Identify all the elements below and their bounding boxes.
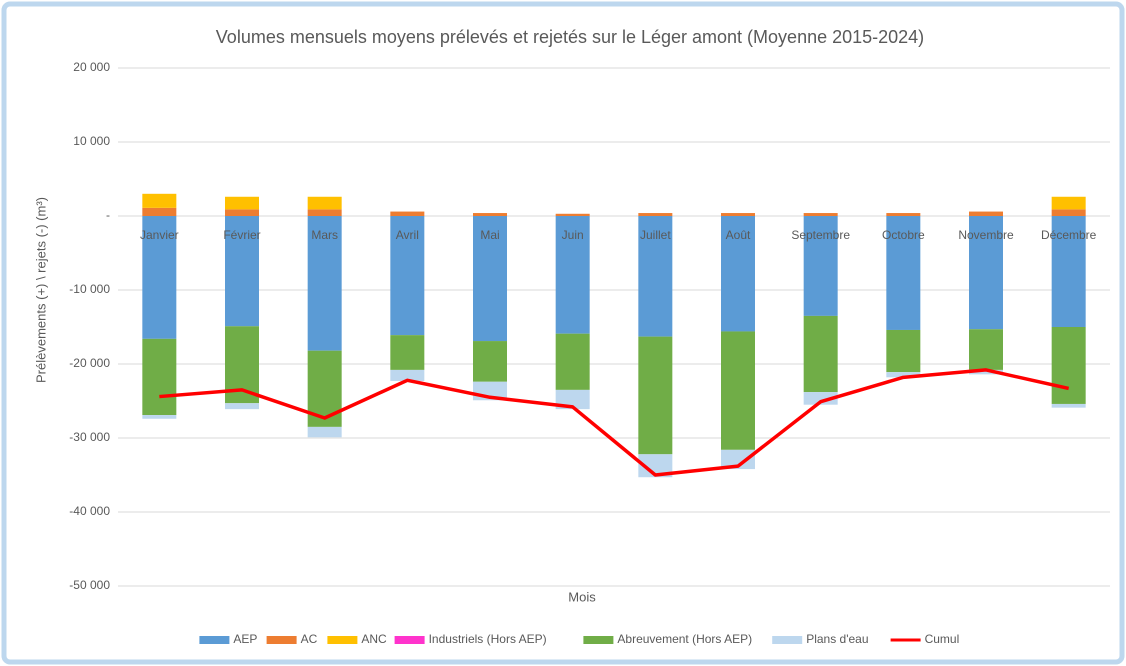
legend-swatch <box>772 636 803 644</box>
x-tick-label: Septembre <box>791 228 850 242</box>
bar-segment <box>886 216 921 330</box>
bar-segment <box>225 209 259 216</box>
bar-segment <box>969 216 1003 330</box>
bar-segment <box>225 216 259 327</box>
bar-segment <box>886 213 921 216</box>
x-tick-label: Août <box>726 228 751 242</box>
bar-segment <box>390 369 425 382</box>
bar-segment <box>225 196 259 210</box>
legend-swatch <box>394 636 425 644</box>
y-axis-label: Prélèvements (+) \ rejets (-) (m³) <box>33 197 48 383</box>
x-tick-label: Janvier <box>140 228 179 242</box>
bar-segment <box>638 336 673 455</box>
x-axis-label: Mois <box>568 589 596 604</box>
x-tick-label: Décembre <box>1041 228 1097 242</box>
x-tick-label: Juin <box>562 228 584 242</box>
legend-label: AC <box>301 632 318 646</box>
bar-segment <box>721 331 755 450</box>
x-tick-label: Octobre <box>882 228 925 242</box>
bar-segment <box>142 193 177 208</box>
bar-segment <box>142 207 177 216</box>
bar-segment <box>555 213 590 216</box>
bar-segment <box>307 209 342 216</box>
bar-segment <box>142 415 177 419</box>
legend-item: Plans d'eau <box>772 632 869 646</box>
bar-segment <box>473 341 507 382</box>
bar-segment <box>803 216 838 316</box>
x-tick-label: Février <box>223 228 260 242</box>
x-tick-label: Juillet <box>640 228 671 242</box>
bar-segment <box>1051 209 1086 216</box>
y-tick-label: - <box>106 208 110 222</box>
bar-segment <box>803 213 838 216</box>
bar-segment <box>1051 403 1086 408</box>
y-tick-label: -20 000 <box>69 356 110 370</box>
y-tick-label: -40 000 <box>69 504 110 518</box>
bar-segment <box>721 216 755 332</box>
bar-segment <box>225 403 259 410</box>
bar-segment <box>721 449 755 470</box>
legend-label: Cumul <box>925 632 960 646</box>
bar-segment <box>555 216 590 334</box>
bar-segment <box>1051 327 1086 404</box>
line <box>159 368 1070 477</box>
bar-segment <box>307 196 342 210</box>
legend-item: Abreuvement (Hors AEP) <box>583 632 752 646</box>
bar-segment <box>886 372 921 378</box>
y-tick-label: -10 000 <box>69 282 110 296</box>
bar-segment <box>555 333 590 390</box>
bar-segment <box>1051 196 1086 210</box>
bar-segment <box>390 211 425 216</box>
legend-swatch <box>266 636 297 644</box>
legend-label: Plans d'eau <box>806 632 868 646</box>
chart-title: Volumes mensuels moyens prélevés et reje… <box>216 27 924 47</box>
bar-segment <box>969 329 1003 370</box>
legend-swatch <box>327 636 358 644</box>
bar-segment <box>142 338 177 416</box>
bar-segment <box>307 216 342 351</box>
legend-item: AC <box>266 632 318 646</box>
legend-label: Industriels (Hors AEP) <box>429 632 547 646</box>
legend-item: Industriels (Hors AEP) <box>394 632 547 646</box>
bar-segment <box>886 329 921 373</box>
bar-segment <box>473 216 507 342</box>
x-tick-label: Avril <box>396 228 419 242</box>
bar-segment <box>969 211 1003 216</box>
x-tick-label: Mars <box>311 228 338 242</box>
legend-label: ANC <box>361 632 387 646</box>
bar-segment <box>473 213 507 216</box>
legend-item: AEP <box>199 632 257 646</box>
x-tick-label: Novembre <box>958 228 1014 242</box>
bar-segment <box>390 335 425 370</box>
legend-item: ANC <box>327 632 387 646</box>
y-tick-label: -30 000 <box>69 430 110 444</box>
y-tick-label: 20 000 <box>73 60 110 74</box>
legend-swatch <box>583 636 614 644</box>
legend-swatch <box>199 636 230 644</box>
bar-segment <box>969 369 1003 375</box>
bar-segment <box>1051 216 1086 327</box>
bar-segment <box>803 392 838 405</box>
bar-segment <box>307 426 342 438</box>
y-tick-label: -50 000 <box>69 578 110 592</box>
legend-label: AEP <box>233 632 257 646</box>
y-tick-label: 10 000 <box>73 134 110 148</box>
legend-label: Abreuvement (Hors AEP) <box>617 632 752 646</box>
bar-segment <box>638 213 673 216</box>
bar-segment <box>638 454 673 478</box>
bar-segment <box>638 216 673 337</box>
bar-segment <box>142 216 177 339</box>
x-tick-label: Mai <box>480 228 499 242</box>
bar-segment <box>721 213 755 216</box>
bar-segment <box>390 216 425 336</box>
legend-item: Cumul <box>890 632 960 646</box>
bar-segment <box>803 315 838 393</box>
